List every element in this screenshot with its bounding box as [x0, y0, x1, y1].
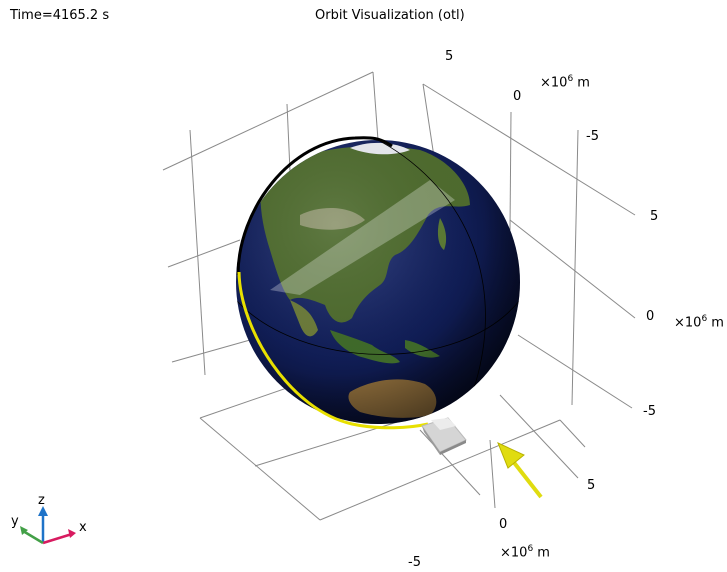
- tick-right-5: 5: [650, 209, 659, 224]
- satellite[interactable]: [421, 417, 467, 455]
- triad-y-label: y: [11, 514, 19, 529]
- tick-upper-neg5: -5: [586, 129, 599, 144]
- orbit-trail: [237, 271, 429, 430]
- triad-z-label: z: [38, 493, 45, 508]
- unit-right-exp: 6: [701, 314, 708, 324]
- tick-bottom-0: 0: [499, 517, 508, 532]
- unit-right-base: ×10: [674, 315, 702, 331]
- tick-bottom-5: 5: [587, 478, 596, 493]
- unit-upper: ×106 m: [540, 74, 590, 91]
- unit-upper-base: ×10: [540, 75, 568, 91]
- unit-upper-exp: 6: [567, 74, 574, 84]
- earth-globe: [236, 140, 520, 424]
- unit-bottom-base: ×10: [500, 545, 528, 561]
- tick-upper-5: 5: [445, 49, 454, 64]
- tick-right-neg5: -5: [643, 404, 656, 419]
- earth-landmasses: [236, 140, 520, 424]
- unit-bottom-exp: 6: [527, 544, 534, 554]
- tick-right-0: 0: [646, 309, 655, 324]
- unit-bottom: ×106 m: [500, 544, 550, 561]
- time-label: Time=4165.2 s: [10, 8, 110, 23]
- tick-upper-0: 0: [513, 89, 522, 104]
- unit-right: ×106 m: [674, 314, 724, 331]
- plot-title: Orbit Visualization (otl): [315, 8, 465, 23]
- axis-triad: [20, 506, 76, 545]
- triad-x-label: x: [79, 520, 87, 535]
- orbit-path: [236, 136, 393, 276]
- unit-right-suffix: m: [707, 315, 724, 331]
- unit-upper-suffix: m: [573, 75, 590, 91]
- velocity-arrow: [497, 442, 543, 499]
- unit-bottom-suffix: m: [533, 545, 550, 561]
- tick-bottom-neg5: -5: [408, 555, 421, 570]
